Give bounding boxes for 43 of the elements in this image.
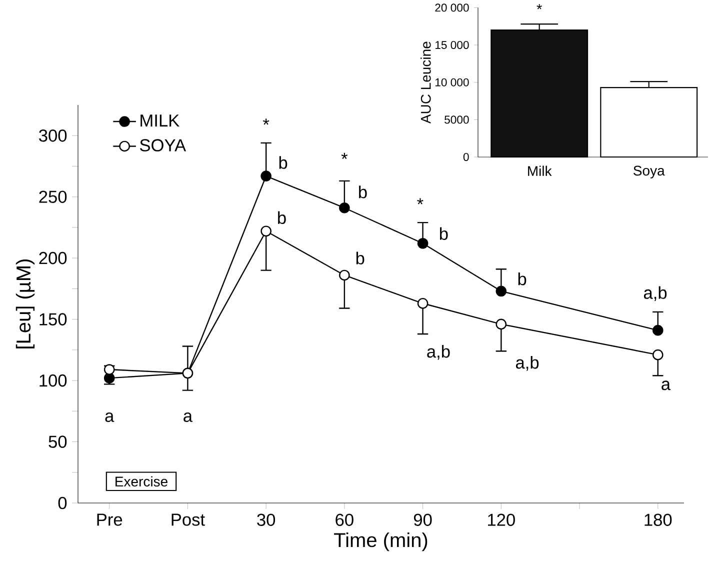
y-tick-label: 50 xyxy=(48,436,67,448)
x-tick-label: 180 xyxy=(644,514,672,526)
annotation: * xyxy=(417,198,424,204)
x-tick-label: 60 xyxy=(336,514,354,526)
annotation: a xyxy=(662,380,671,390)
y-tick-label: 0 xyxy=(58,496,67,510)
y-axis-title: AUC Leucine xyxy=(420,42,431,124)
annotation: a,b xyxy=(516,356,539,371)
annotation: b xyxy=(278,211,286,224)
x-tick-label: 90 xyxy=(414,514,432,526)
annotation: b xyxy=(359,186,367,198)
y-tick-label: 0 xyxy=(463,152,469,161)
annotation: * xyxy=(536,4,542,10)
y-tick-label: 150 xyxy=(40,313,67,326)
y-tick-label: 100 xyxy=(40,374,67,387)
x-tick-label: 30 xyxy=(257,514,276,526)
annotation: * xyxy=(262,118,270,125)
legend-label: SOYA xyxy=(140,139,186,152)
legend-label: MILK xyxy=(140,114,180,126)
y-tick-label: 20 000 xyxy=(435,4,469,12)
annotation: * xyxy=(341,152,348,160)
x-tick-label: Post xyxy=(172,514,205,526)
x-tick-label: Pre xyxy=(97,514,122,526)
y-tick-label: 200 xyxy=(39,252,67,264)
annotation: a xyxy=(105,412,114,422)
x-axis-title: Time (min) xyxy=(334,532,428,552)
x-tick-label: Milk xyxy=(528,166,552,176)
y-tick-label: 10 000 xyxy=(435,78,469,86)
annotation: Exercise xyxy=(116,476,168,487)
annotation: b xyxy=(356,252,364,264)
annotation: b xyxy=(518,272,526,286)
x-tick-label: 120 xyxy=(488,514,515,526)
annotation: a,b xyxy=(644,286,667,301)
y-tick-label: 15 000 xyxy=(435,40,469,49)
annotation: a,b xyxy=(427,344,450,360)
y-tick-label: 250 xyxy=(39,190,67,203)
y-tick-label: 300 xyxy=(39,129,67,142)
annotation: a xyxy=(184,412,193,422)
y-tick-label: 5000 xyxy=(444,116,469,124)
y-axis-title: [Leu] (µM) xyxy=(16,259,35,348)
x-tick-label: Soya xyxy=(634,166,665,178)
annotation: b xyxy=(440,227,448,240)
annotation: b xyxy=(279,156,288,169)
